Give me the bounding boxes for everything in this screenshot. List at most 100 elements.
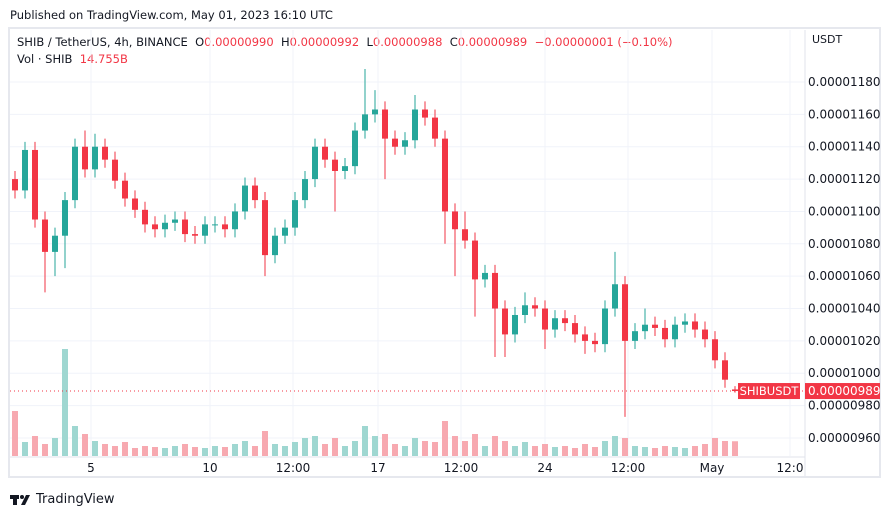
volume-bar [332,438,338,456]
price-tick-label: 0.00001160 [808,107,881,121]
volume-bar [62,349,68,456]
volume-bar [52,438,58,456]
volume-bar [682,448,688,456]
candle-body [242,185,248,212]
last-price-tag [805,383,880,400]
price-chart[interactable]: 0.00001180 0.00001160 0.00001140 0.00001120… [0,0,891,480]
candle-body [452,211,458,230]
price-tick-label: 0.00001180 [808,75,881,89]
time-tick-label: 5 [87,461,95,475]
candle-body [302,179,308,201]
volume-bar [122,442,128,456]
ohlc-legend: SHIB / TetherUS, 4h, BINANCE O0.00000990… [17,35,673,49]
volume-bar [152,447,158,456]
volume-bar [212,446,218,456]
candle-body [372,109,378,115]
candle-body [182,219,188,235]
volume-bar [232,444,238,456]
volume-bar [642,447,648,456]
price-tick-label: 0.00001040 [808,302,881,316]
volume-bar [612,436,618,456]
volume-bar [382,434,388,456]
volume-bar [72,426,78,456]
candle-body [712,339,718,361]
volume-bar [602,441,608,456]
candle-body [212,224,218,226]
candle-body [132,198,138,210]
candle-body [322,146,328,160]
candle-body [482,272,488,280]
currency-label[interactable]: USDT [812,33,843,46]
published-note: Published on TradingView.com, May 01, 20… [10,8,333,22]
volume-bar [502,441,508,456]
candle-body [82,146,88,170]
candle-body [592,340,598,345]
candle-body [342,166,348,171]
low-label: L [366,35,373,49]
candle-body [92,146,98,170]
volume-bar [262,431,268,456]
candle-body [492,272,498,309]
candle-body [172,219,178,223]
volume-bar [592,447,598,456]
candle-body [112,159,118,181]
candle-body [192,234,198,236]
candle-body [392,138,398,147]
volume-bar [142,446,148,456]
volume-bar [472,434,478,456]
volume-value: 14.755B [79,52,128,66]
candle-body [462,229,468,241]
volume-bar [292,442,298,456]
candle-body [152,224,158,230]
candle-body [672,324,678,340]
candle-body [682,321,688,325]
time-tick-label: May [700,461,725,475]
price-tick-label: 0.00001080 [808,237,881,251]
candle-body [422,109,428,118]
candle-body [432,117,438,139]
volume-bar [732,441,738,456]
volume-label[interactable]: Vol · SHIB [17,52,73,66]
volume-bar [32,436,38,456]
volume-bar [392,444,398,456]
volume-bar [692,446,698,456]
candle-body [102,146,108,160]
volume-bar [202,448,208,456]
price-tick-label: 0.00000980 [808,399,881,413]
candle-body [312,146,318,180]
volume-bar [552,447,558,456]
volume-bar [372,436,378,456]
volume-bar [312,436,318,456]
candle-body [722,360,728,380]
time-tick-label: 12:00 [611,461,646,475]
candle-body [62,200,68,236]
candle-body [52,235,58,252]
candle-body [202,224,208,236]
volume-bar [672,447,678,456]
candle-body [222,224,228,230]
price-tick-label: 0.00001060 [808,269,881,283]
brand-name: TradingView [36,492,115,507]
last-price-label: 0.00000989 [808,384,881,398]
candle-body [42,219,48,252]
tradingview-logo-icon [10,494,30,505]
volume-bar [362,426,368,456]
candle-body [632,331,638,341]
candle-body [472,240,478,280]
volume-bar [182,444,188,456]
high-value: 0.00000992 [289,35,360,49]
volume-bar [572,448,578,456]
volume-bar [132,448,138,456]
candle-body [612,284,618,309]
candle-body [362,114,368,131]
symbol-tag-label: SHIBUSDT [740,384,800,398]
price-tick-label: 0.00001100 [808,204,881,218]
close-value: 0.00000989 [457,35,528,49]
candle-body [622,284,628,341]
volume-bar [102,444,108,456]
open-value: 0.00000990 [204,35,274,49]
symbol-label[interactable]: SHIB / TetherUS, 4h, BINANCE [17,35,188,49]
price-tick-label: 0.00001120 [808,172,881,186]
volume-bar [272,444,278,456]
candle-body [732,389,738,392]
